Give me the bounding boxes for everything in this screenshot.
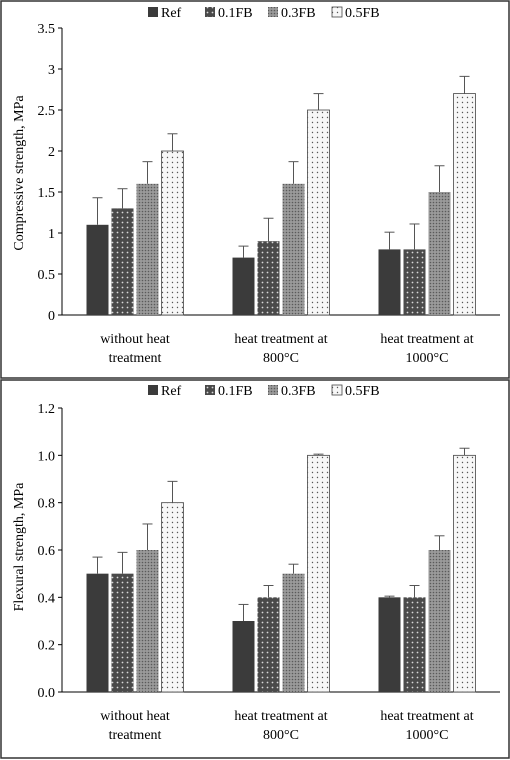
legend-swatch [205,7,215,17]
bar-03fb [428,550,451,692]
bar-03fb [136,183,159,315]
legend-label: 0.5FB [345,6,380,21]
bar-01fb [403,597,426,692]
bar-ref [86,224,109,315]
y-axis-title: Compressive strength, MPa [12,95,27,251]
legend-label: 0.1FB [218,6,253,21]
legend-label: 0.3FB [281,384,316,399]
bar-05fb [307,454,330,693]
bar-05fb [161,150,184,316]
panel-frame-top [0,0,510,379]
legend-swatch [148,385,158,395]
legend-label: Ref [161,384,182,399]
flexural-strength-chart: Flexural strength, MPa 0.0 0.2 0.4 0.6 0.8 1.… [12,384,500,743]
x-category-label: without heat [100,332,170,347]
compressive-strength-chart: Compressive strength, MPa 0 0.5 1 1.5 2 2.5 3 3… [12,6,500,366]
bar-03fb [282,573,305,692]
x-category-label-line2: 1000°C [406,351,449,366]
bar-ref [86,573,109,692]
x-category-label-line2: 800°C [263,728,299,743]
legend-swatch [331,384,343,396]
legend: Ref 0.1FB 0.3FB 0.5FB [148,6,380,21]
x-category-label-line2: 1000°C [406,728,449,743]
bar-01fb [257,241,280,315]
y-tick-label: 1.0 [38,449,56,464]
x-category-label-line2: treatment [109,351,162,366]
bar-03fb [428,192,451,315]
legend-swatch [268,385,278,395]
y-tick-label: 1 [48,227,55,242]
bar-01fb [403,249,426,315]
bar-01fb [111,208,134,315]
y-tick-label: 3.5 [38,22,56,37]
legend-label: 0.3FB [281,6,316,21]
y-tick-label: 1.5 [38,186,56,201]
x-category-label: heat treatment at [234,332,327,347]
legend-swatch [268,7,278,17]
y-tick-label: 3 [48,63,55,78]
bar-03fb [136,550,159,692]
legend-label: 0.5FB [345,384,380,399]
y-tick-label: 0.4 [38,591,56,606]
x-category-label: heat treatment at [380,709,473,724]
x-category-label-line2: 800°C [263,351,299,366]
bar-01fb [257,597,280,692]
bar-05fb [161,502,184,693]
x-category-label: heat treatment at [234,709,327,724]
bar-ref [232,621,255,692]
panel-frame-bottom [0,379,510,759]
y-tick-label: 0.0 [38,686,56,701]
bar-ref [378,597,401,692]
bar-ref [378,249,401,315]
x-category-label: heat treatment at [380,332,473,347]
y-tick-label: 0.6 [38,544,56,559]
bar-05fb [307,109,330,316]
y-tick-label: 1.2 [38,402,56,417]
legend: Ref 0.1FB 0.3FB 0.5FB [148,384,380,399]
y-axis-title: Flexural strength, MPa [12,482,27,611]
x-category-label: without heat [100,709,170,724]
y-tick-label: 0.5 [38,268,56,283]
y-tick-label: 2 [48,145,55,160]
legend-swatch [148,7,158,17]
y-tick-label: 0 [48,309,55,324]
y-tick-label: 2.5 [38,104,56,119]
bar-ref [232,257,255,315]
bar-03fb [282,183,305,315]
legend-swatch [205,385,215,395]
y-tick-label: 0.2 [38,639,56,654]
legend-swatch [331,6,343,18]
bar-05fb [453,454,476,693]
legend-label: Ref [161,6,182,21]
y-tick-label: 0.8 [38,497,56,512]
legend-label: 0.1FB [218,384,253,399]
x-category-label-line2: treatment [109,728,162,743]
bar-05fb [453,93,476,316]
bar-01fb [111,573,134,692]
